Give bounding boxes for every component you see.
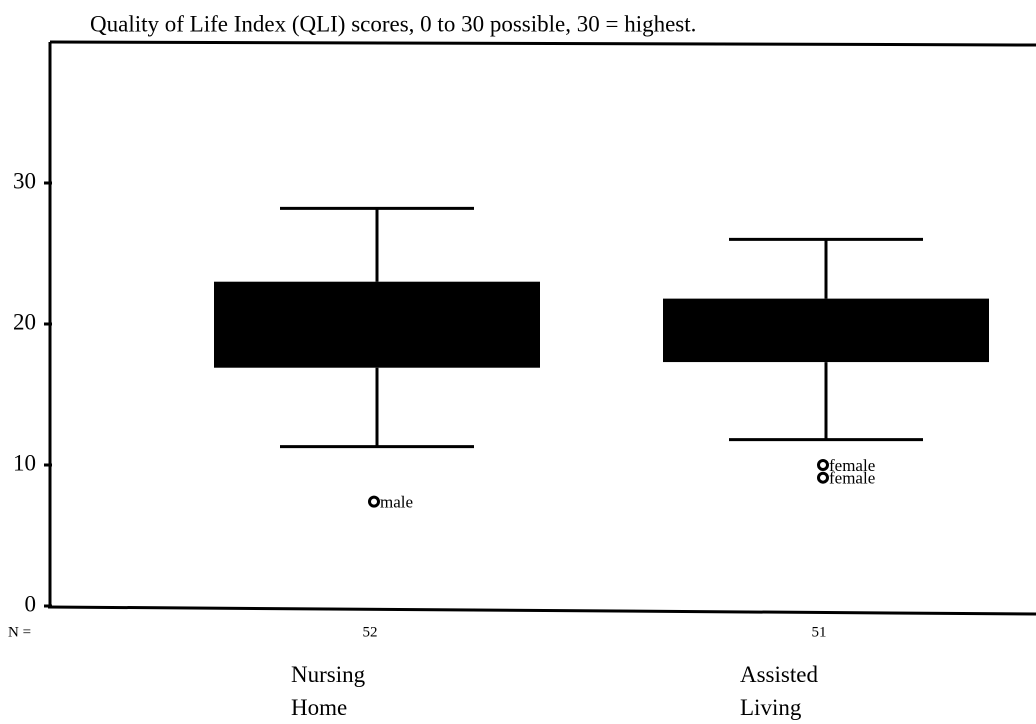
outlier [817, 459, 829, 471]
n-value: 51 [812, 624, 827, 640]
n-value: 52 [363, 624, 378, 640]
outlier-label: female [829, 456, 875, 475]
y-tick-label: 20 [13, 309, 36, 334]
frame-top [49, 40, 1036, 47]
x-category-label: Nursing Home [291, 662, 366, 720]
outlier [817, 471, 829, 484]
outlier [368, 495, 380, 508]
y-tick-label: 10 [13, 450, 36, 475]
y-tick-label: 30 [13, 168, 36, 193]
x-category-label: Assisted Living [740, 662, 818, 720]
y-tick-label: 0 [25, 591, 37, 616]
x-axis [47, 605, 1036, 616]
box [214, 281, 540, 368]
box [663, 298, 989, 363]
chart-title: Quality of Life Index (QLI) scores, 0 to… [90, 11, 696, 36]
n-label: N = [8, 624, 31, 640]
outlier-label: female [829, 469, 875, 488]
outlier-label: male [380, 493, 413, 512]
